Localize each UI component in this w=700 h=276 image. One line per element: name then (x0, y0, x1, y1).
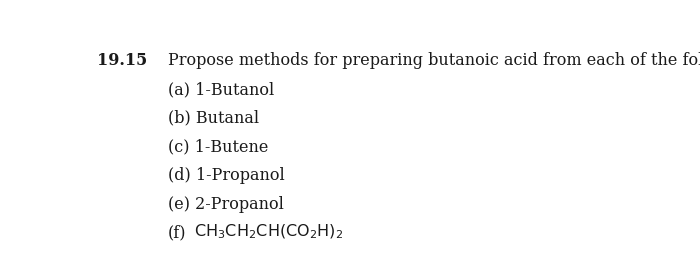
Text: (e) 2-Propanol: (e) 2-Propanol (168, 196, 284, 213)
Text: (b) Butanal: (b) Butanal (168, 110, 259, 127)
Text: (c) 1-Butene: (c) 1-Butene (168, 138, 268, 155)
Text: (a) 1-Butanol: (a) 1-Butanol (168, 81, 274, 98)
Text: Propose methods for preparing butanoic acid from each of the following:: Propose methods for preparing butanoic a… (168, 52, 700, 69)
Text: (d) 1-Propanol: (d) 1-Propanol (168, 167, 284, 184)
Text: 19.15: 19.15 (97, 52, 148, 69)
Text: (f): (f) (168, 224, 186, 242)
Text: $\mathrm{CH_3CH_2CH(CO_2H)_2}$: $\mathrm{CH_3CH_2CH(CO_2H)_2}$ (194, 222, 343, 241)
